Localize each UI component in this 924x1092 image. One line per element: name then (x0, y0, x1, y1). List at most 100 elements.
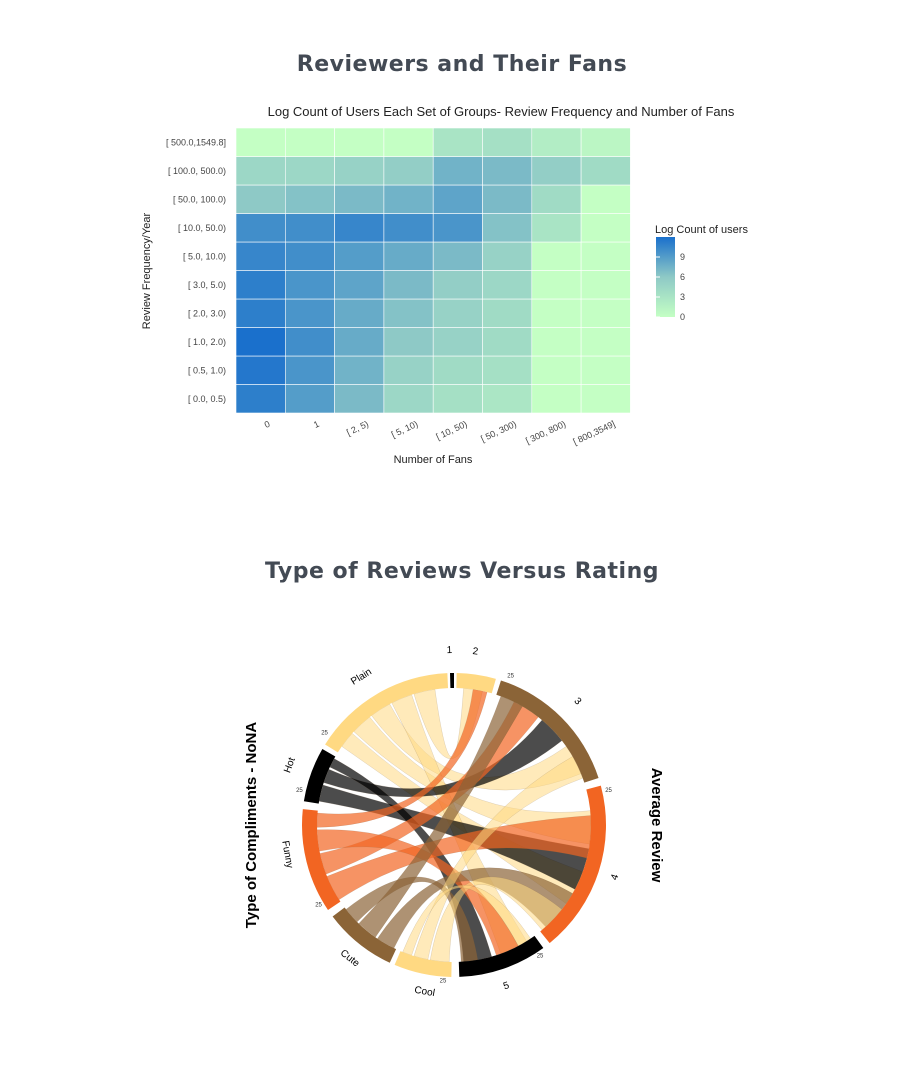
legend-tick-label: 6 (680, 272, 685, 282)
heatmap-cell (235, 127, 286, 157)
heatmap-cell (580, 127, 631, 157)
chord-link (318, 784, 590, 890)
chord-link (345, 876, 479, 963)
chord-tick-label: 25 (507, 673, 514, 679)
heatmap-cell (284, 270, 335, 300)
chord-right-axis-label: Average Review (648, 768, 665, 883)
heatmap-cell (284, 355, 335, 385)
heatmap-cell (235, 213, 286, 243)
heatmap-y-tick-label: [ 3.0, 5.0) (188, 280, 226, 290)
chord-label-cute: Cute (338, 948, 362, 970)
heatmap-x-tick-label: [ 50, 300) (479, 419, 518, 444)
heatmap-cell (482, 241, 533, 271)
chord-left-axis-label: Type of Compliments - NoNA (243, 722, 260, 929)
heatmap-cell (284, 298, 335, 328)
chord-tick-label: 25 (537, 954, 544, 960)
heatmap-cell (482, 156, 533, 186)
chord-label-4: 4 (609, 873, 621, 882)
heatmap-x-tick-label: [ 10, 50) (435, 419, 469, 442)
heatmap-y-tick-labels: [ 0.0, 0.5) [ 0.5, 1.0) [ 1.0, 2.0) [ 2.0, … (166, 137, 226, 404)
heatmap-cell (580, 355, 631, 385)
heatmap-x-tick-label: [ 5, 10) (390, 419, 420, 440)
heatmap-cell (531, 184, 582, 214)
heatmap-title: Log Count of Users Each Set of Groups- R… (268, 104, 735, 119)
legend-tick-label: 0 (680, 312, 685, 322)
heatmap-cell (383, 298, 434, 328)
heatmap-cell (383, 127, 434, 157)
chord-arc-hot (303, 749, 336, 804)
heatmap-cell (482, 327, 533, 357)
section-title-rating: Type of Reviews Versus Rating (264, 559, 659, 584)
legend-color-bar (656, 237, 675, 317)
heatmap-y-tick-label: [ 5.0, 10.0) (183, 251, 226, 261)
heatmap-cell (482, 127, 533, 157)
chord-link (413, 688, 483, 759)
heatmap-y-tick-label: [ 100.0, 500.0) (168, 166, 226, 176)
heatmap-cell (334, 270, 385, 300)
heatmap-cell (284, 327, 335, 357)
heatmap-cell (383, 241, 434, 271)
heatmap-cell (235, 327, 286, 357)
chord-arc-1 (450, 673, 454, 689)
heatmap-cell (531, 270, 582, 300)
heatmap-cell (580, 384, 631, 414)
heatmap-cell (284, 384, 335, 414)
heatmap-cell (334, 355, 385, 385)
legend-ticks: 9 6 3 0 (656, 252, 685, 322)
heatmap-cell (531, 156, 582, 186)
heatmap-cell (334, 184, 385, 214)
heatmap-cell (235, 184, 286, 214)
heatmap-y-tick-label: [ 500.0,1549.8] (166, 137, 226, 147)
chord-link (326, 815, 592, 900)
section-title-fans: Reviewers and Their Fans (296, 52, 628, 77)
heatmap-cell (235, 156, 286, 186)
heatmap-cell (334, 156, 385, 186)
chord-arc-2 (456, 673, 496, 694)
heatmap-cell (383, 213, 434, 243)
heatmap-x-axis-label: Number of Fans (394, 454, 473, 466)
heatmap-x-tick-label: 1 (312, 419, 321, 430)
heatmap-cell (432, 384, 483, 414)
chord-link (377, 867, 573, 949)
chord-tick-label: 25 (321, 730, 328, 736)
heatmap-cell (383, 156, 434, 186)
heatmap-cell (432, 184, 483, 214)
chord-labels: Plain 25 Hot 25 Funny 25 Cute Cool 25 1 2 3 25 4 25 5 25 (279, 645, 621, 999)
heatmap-cell (432, 156, 483, 186)
heatmap-y-tick-label: [ 0.5, 1.0) (188, 365, 226, 375)
heatmap-x-tick-label: [ 2, 5) (345, 419, 370, 438)
chord-arc-5 (458, 935, 544, 977)
chord-link (371, 703, 582, 791)
heatmap-cell (482, 384, 533, 414)
heatmap-cell (580, 327, 631, 357)
heatmap-x-tick-labels: 0 1 [ 2, 5) [ 5, 10) [ 10, 50) [ 50, 300)[ 30… (263, 419, 617, 447)
chord-link (329, 758, 493, 962)
chord-label-cool: Cool (413, 985, 435, 999)
chord-label-plain: Plain (349, 666, 374, 687)
heatmap-cell (482, 298, 533, 328)
heatmap-cell (432, 355, 483, 385)
chord-link (402, 884, 531, 956)
chord-tick-label: 25 (605, 788, 612, 794)
heatmap-cell (284, 241, 335, 271)
heatmap-cell (531, 241, 582, 271)
heatmap-cell (531, 127, 582, 157)
heatmap-x-tick-label: 0 (263, 419, 272, 430)
chord-link (429, 876, 563, 963)
heatmap-y-tick-label: [ 0.0, 0.5) (188, 394, 226, 404)
chord-link (353, 716, 592, 845)
chord-label-5: 5 (502, 980, 511, 992)
legend-tick-label: 9 (680, 252, 685, 262)
chord-link (319, 701, 539, 875)
heatmap-cell (482, 184, 533, 214)
chord-arcs (302, 673, 606, 977)
chord-link (316, 829, 519, 956)
heatmap-cell (531, 213, 582, 243)
chord-links (316, 688, 592, 963)
heatmap-chart: Log Count of Users Each Set of Groups- R… (141, 104, 748, 466)
heatmap-cell (235, 384, 286, 414)
chord-arc-plain (325, 673, 449, 753)
heatmap-cell (235, 241, 286, 271)
chord-label-3: 3 (572, 696, 584, 708)
heatmap-cell (284, 213, 335, 243)
